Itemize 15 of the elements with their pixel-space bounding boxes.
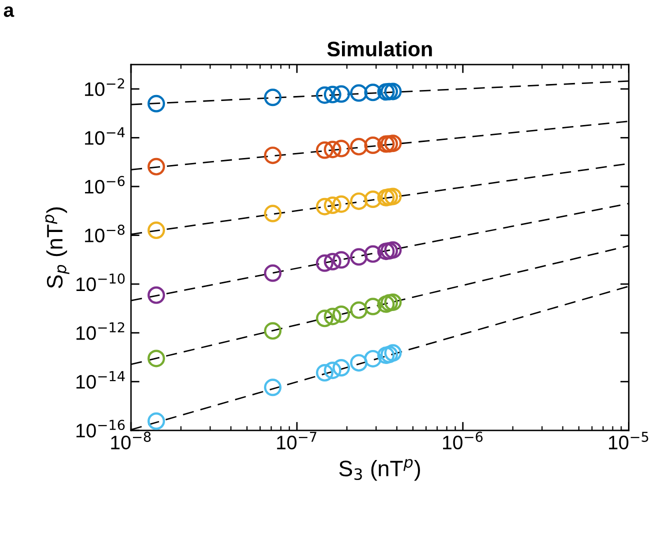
text: a bbox=[4, 6, 14, 17]
y-axis-title: S$_{p}$ (nT$^{p}$) bbox=[45, 207, 70, 288]
chart-title: Simulation bbox=[327, 41, 432, 56]
x-axis-title: S$_{3}$ (nT$^{p}$) bbox=[339, 458, 420, 481]
x-tick-label: 10$^{−8}$ bbox=[111, 432, 151, 450]
y-tick-label: 10$^{−2}$ bbox=[85, 78, 124, 96]
y-tick-label: 10$^{−12}$ bbox=[76, 322, 124, 340]
x-tick-label: 10$^{−5}$ bbox=[608, 432, 648, 450]
y-tick-label: 10$^{−10}$ bbox=[76, 273, 125, 292]
x-tick-label: 10$^{−6}$ bbox=[443, 432, 483, 450]
y-tick-label: 10$^{−8}$ bbox=[85, 224, 125, 242]
y-tick-label: 10$^{−6}$ bbox=[85, 176, 125, 194]
y-tick-label: 10$^{−4}$ bbox=[85, 127, 125, 145]
x-tick-label: 10$^{−7}$ bbox=[277, 432, 316, 450]
y-tick-label: 10$^{−14}$ bbox=[76, 371, 125, 389]
